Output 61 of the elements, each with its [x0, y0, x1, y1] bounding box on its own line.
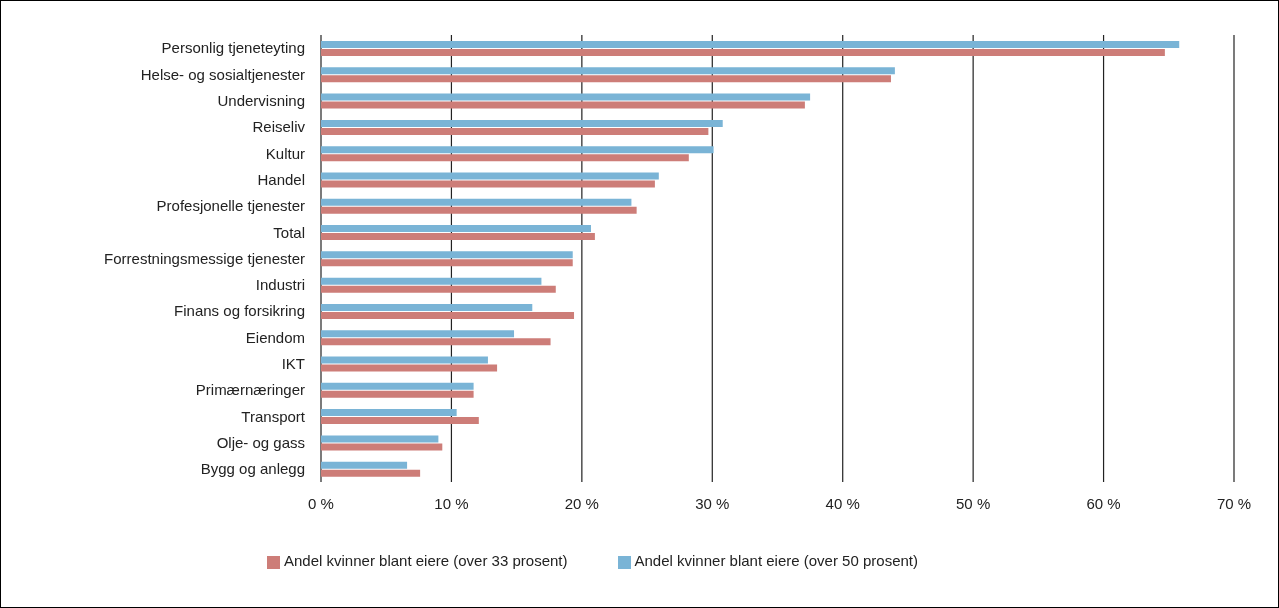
- y-tick-label: Forrestningsmessige tjenester: [104, 249, 305, 267]
- y-tick-label: Bygg og anlegg: [200, 460, 305, 478]
- bar: [321, 338, 551, 346]
- bar: [321, 382, 474, 390]
- legend-label: Andel kvinner blant eiere (over 33 prosent): [284, 552, 568, 569]
- y-tick-label: Industri: [255, 276, 305, 294]
- bar: [321, 172, 659, 180]
- bar: [321, 469, 421, 477]
- bar: [321, 101, 805, 109]
- bar: [321, 435, 439, 443]
- bar: [321, 206, 637, 214]
- bar: [321, 233, 595, 241]
- y-tick-label: Handel: [257, 170, 305, 188]
- legend-label: Andel kvinner blant eiere (over 50 prosent): [634, 552, 918, 569]
- x-tick-label: 40 %: [825, 494, 860, 512]
- y-tick-label: Olje- og gass: [216, 433, 305, 451]
- bar: [321, 225, 591, 233]
- bar: [321, 461, 408, 469]
- bar: [321, 49, 1165, 56]
- bar: [321, 409, 457, 417]
- bar: [321, 417, 479, 425]
- bar: [321, 93, 811, 101]
- x-tick-label: 0 %: [308, 494, 334, 512]
- x-tick-label: 10 %: [434, 494, 469, 512]
- y-tick-label: Finans og forsikring: [174, 302, 305, 320]
- x-tick-label: 30 %: [695, 494, 730, 512]
- y-tick-label: IKT: [281, 355, 305, 372]
- bar: [321, 180, 655, 188]
- y-tick-label: Undervisning: [217, 92, 305, 110]
- bar: [321, 41, 1180, 48]
- y-tick-label: Total: [273, 223, 305, 241]
- bar: [321, 127, 709, 135]
- bar: [321, 330, 515, 338]
- bar: [321, 277, 542, 285]
- y-tick-label: Primærnæringer: [195, 381, 305, 399]
- bar: [321, 364, 498, 372]
- bar: [321, 443, 443, 451]
- y-tick-label: Kultur: [265, 144, 305, 162]
- bar: [321, 119, 723, 127]
- bar: [321, 311, 575, 319]
- x-tick-label: 60 %: [1086, 494, 1121, 512]
- bar: [321, 285, 556, 293]
- x-tick-label: 50 %: [956, 494, 991, 512]
- y-tick-label: Reiseliv: [252, 118, 306, 136]
- bar: [321, 251, 573, 259]
- x-tick-label: 20 %: [564, 494, 599, 512]
- y-tick-label: Eiendom: [245, 328, 305, 346]
- bar: [321, 390, 474, 398]
- y-tick-label: Helse- og sosialtjenester: [140, 65, 305, 83]
- bar: [321, 75, 891, 83]
- bar: [321, 198, 632, 206]
- y-tick-label: Personlig tjeneteyting: [161, 39, 305, 57]
- bar: [321, 356, 488, 364]
- y-tick-label: Transport: [241, 407, 306, 425]
- bar: [321, 154, 689, 162]
- bar: [321, 67, 895, 75]
- y-tick-label: Profesjonelle tjenester: [156, 197, 305, 215]
- bar: [321, 303, 533, 311]
- x-tick-label: 70 %: [1216, 494, 1252, 512]
- bar: [321, 146, 714, 154]
- bar: [321, 259, 573, 267]
